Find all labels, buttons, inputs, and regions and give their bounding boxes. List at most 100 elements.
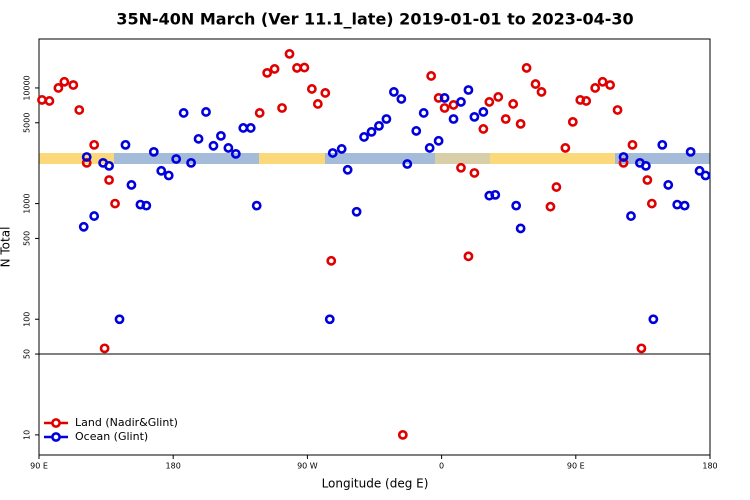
land-band — [39, 153, 114, 164]
point — [396, 94, 407, 104]
point — [342, 164, 353, 175]
point — [646, 198, 657, 209]
point — [433, 135, 444, 146]
point — [53, 83, 64, 93]
y-tick-label: 50 — [23, 349, 32, 359]
point — [74, 105, 85, 115]
point — [402, 159, 413, 169]
point — [700, 170, 711, 181]
chart-title: 35N-40N March (Ver 11.1_late) 2019-01-01… — [116, 10, 633, 29]
point — [672, 199, 683, 210]
x-tick-label: 90 W — [297, 462, 318, 471]
point — [456, 162, 466, 173]
point — [230, 148, 241, 159]
point — [148, 146, 159, 157]
point — [104, 175, 114, 185]
point — [426, 71, 437, 81]
point — [37, 95, 47, 105]
point — [484, 97, 495, 107]
point — [590, 83, 601, 93]
point — [254, 108, 265, 118]
point — [618, 157, 629, 168]
point — [694, 165, 705, 176]
point — [359, 132, 369, 142]
point — [306, 84, 317, 94]
point — [521, 63, 532, 73]
point — [424, 143, 435, 153]
point — [448, 114, 459, 124]
point — [120, 139, 131, 150]
point — [208, 140, 219, 151]
point — [299, 62, 310, 73]
mixed-band — [435, 153, 490, 164]
point — [478, 107, 489, 117]
point — [81, 157, 92, 168]
point — [679, 200, 690, 211]
point — [68, 80, 79, 90]
point — [269, 64, 280, 74]
plot-frame — [38, 38, 711, 456]
point — [545, 201, 556, 212]
point — [292, 63, 302, 73]
point — [178, 108, 189, 118]
x-axis-label: Longitude (deg E) — [322, 477, 429, 491]
point — [388, 87, 399, 97]
point — [612, 105, 623, 115]
point — [223, 143, 234, 153]
point — [351, 206, 362, 217]
ocean-band — [114, 153, 259, 164]
point — [551, 182, 562, 192]
point — [324, 314, 335, 325]
point — [44, 96, 55, 106]
point — [89, 211, 100, 221]
point — [636, 343, 647, 354]
point — [469, 111, 480, 122]
point — [648, 314, 659, 325]
y-axis-label: N Total — [0, 227, 13, 268]
point — [171, 154, 182, 164]
point — [262, 67, 273, 78]
point — [336, 144, 347, 154]
point — [511, 200, 522, 211]
x-tick-label: 180 — [702, 462, 717, 471]
point — [114, 314, 125, 325]
point — [411, 126, 422, 136]
point — [493, 92, 504, 102]
point — [439, 103, 450, 113]
point — [277, 103, 287, 113]
legend-marker — [51, 418, 61, 428]
point — [81, 152, 92, 162]
point — [685, 146, 696, 157]
point — [439, 93, 450, 103]
point — [642, 175, 653, 185]
point — [374, 120, 384, 131]
point — [312, 99, 323, 109]
point — [381, 114, 392, 124]
land-band — [259, 153, 325, 164]
y-tick-label: 10000 — [23, 75, 32, 100]
point — [640, 160, 651, 171]
legend-marker — [51, 432, 61, 442]
point — [141, 200, 152, 211]
point — [536, 87, 547, 97]
point — [448, 100, 459, 110]
point — [469, 168, 480, 178]
point — [515, 223, 526, 234]
point — [59, 76, 70, 87]
ocean-band — [325, 153, 435, 164]
x-tick-label: 90 E — [30, 462, 48, 471]
point — [126, 180, 137, 190]
point — [618, 152, 629, 162]
y-tick-label: 500 — [23, 231, 32, 246]
point — [238, 123, 249, 133]
point — [201, 107, 211, 117]
point — [515, 118, 526, 129]
point — [500, 114, 511, 124]
point — [186, 157, 196, 168]
point — [530, 79, 541, 89]
point — [418, 108, 429, 118]
y-tick-label: 100 — [23, 312, 32, 327]
point — [626, 211, 636, 221]
point — [366, 126, 377, 137]
point — [163, 170, 174, 181]
